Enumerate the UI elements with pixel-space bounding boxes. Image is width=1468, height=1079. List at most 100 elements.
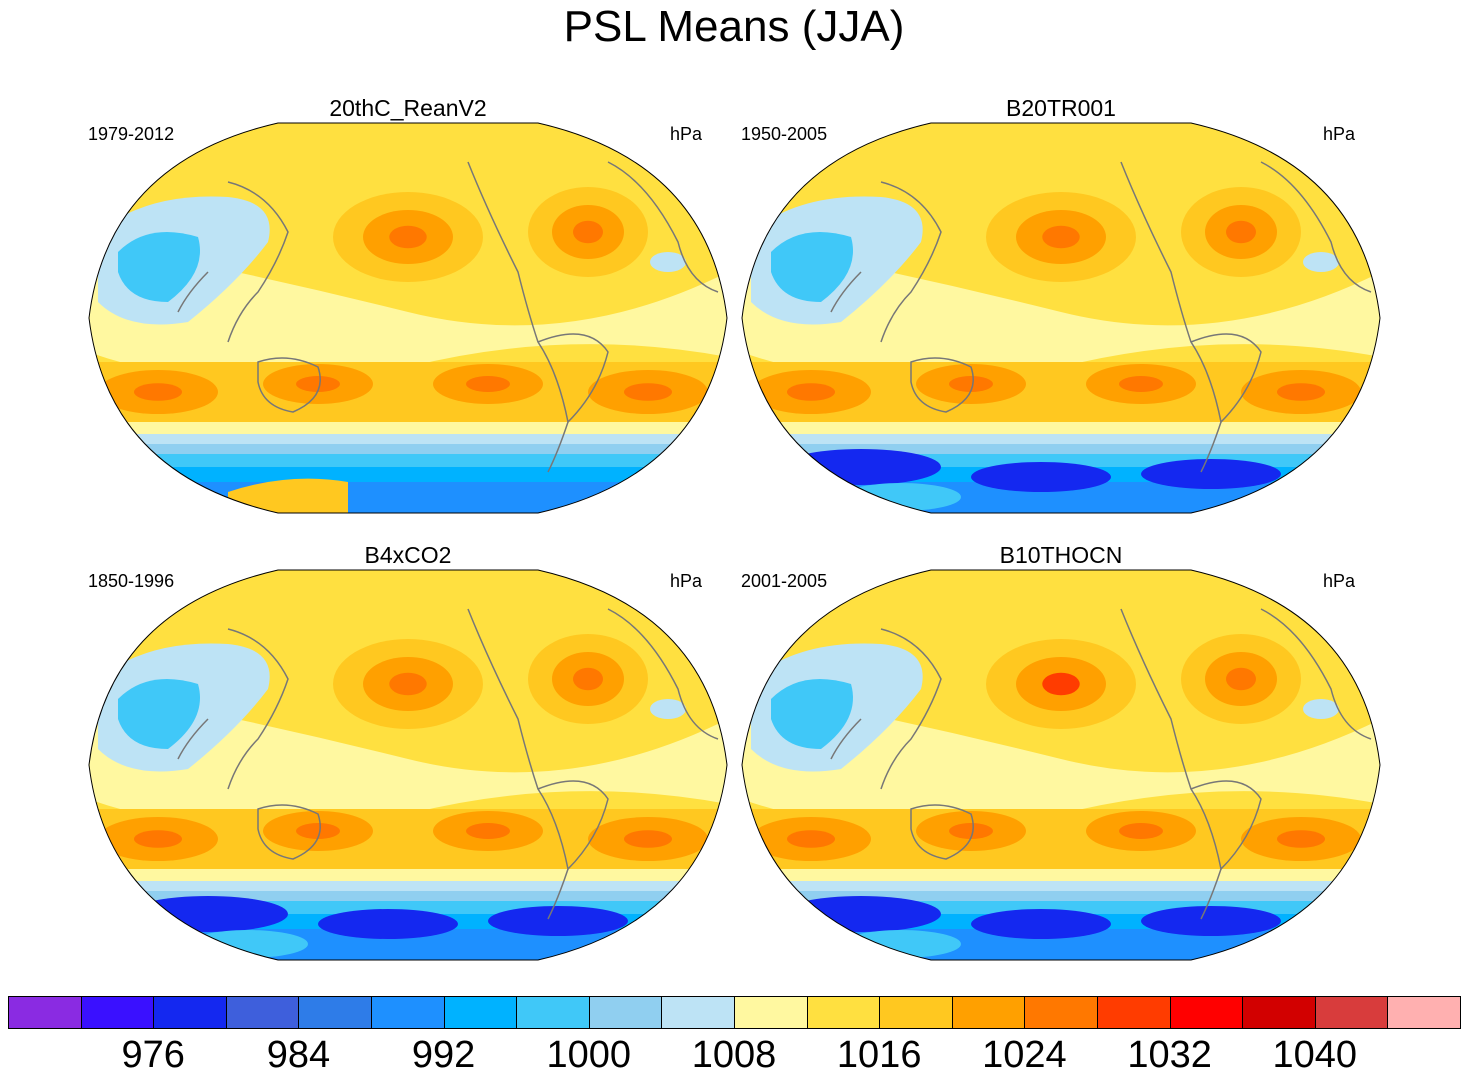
colorbar-cell — [516, 996, 590, 1029]
colorbar-tick-label: 1016 — [836, 1034, 922, 1076]
field-high-core — [1119, 823, 1163, 839]
colorbar-cell — [806, 996, 881, 1029]
colorbar-cell — [1024, 996, 1098, 1029]
field-antarctic — [841, 483, 961, 511]
field-band — [742, 242, 1380, 384]
colorbar-cell — [1314, 996, 1389, 1029]
field-high-core — [296, 823, 340, 839]
coastline — [227, 181, 289, 343]
field-band — [89, 242, 727, 384]
colorbar-tick-label: 1032 — [1127, 1034, 1212, 1076]
panel-period: 1850-1996 — [88, 571, 175, 591]
colorbar — [8, 996, 1461, 1031]
colorbar-cell — [879, 996, 953, 1029]
field-high-core — [1277, 830, 1325, 848]
field-high-core — [624, 383, 672, 401]
coastline — [1190, 780, 1262, 870]
colorbar-cell — [588, 996, 663, 1029]
panel-title: B20TR001 — [1006, 95, 1116, 121]
panel-units: hPa — [1322, 571, 1355, 591]
coastline — [607, 161, 719, 293]
map-outline — [741, 122, 1381, 514]
field-low-band — [89, 482, 727, 513]
field-asia-low-core — [771, 232, 853, 302]
figure-title: PSL Means (JJA) — [563, 2, 905, 51]
panel-period: 1950-2005 — [741, 124, 828, 144]
field-band — [742, 689, 1380, 831]
coastline — [177, 271, 209, 313]
panel-period: 1979-2012 — [88, 124, 175, 144]
field-antarctic — [841, 930, 961, 958]
map-outline — [741, 569, 1381, 961]
coastline — [257, 804, 321, 860]
map-panel-b4xco2: B4xCO2 1850-1996 hPa — [88, 542, 728, 962]
colorbar-cell — [153, 996, 227, 1029]
panel-title: 20thC_ReanV2 — [329, 95, 487, 121]
field-small-low — [650, 252, 686, 272]
field-small-low — [1303, 252, 1339, 272]
colorbar-cell — [1169, 996, 1244, 1029]
coastline — [177, 718, 209, 760]
field-high-core — [787, 830, 835, 848]
colorbar-tick-label: 1024 — [982, 1034, 1067, 1076]
map-outline — [88, 569, 728, 961]
coastline — [537, 780, 609, 870]
psl-map — [88, 122, 728, 514]
colorbar-tick-label: 984 — [266, 1034, 331, 1076]
field-high-core — [1042, 672, 1080, 696]
coastline — [1190, 333, 1262, 423]
map-panel-b20tr001: B20TR001 1950-2005 hPa — [741, 95, 1381, 515]
field-high-core — [1226, 667, 1256, 691]
psl-map — [88, 569, 728, 961]
colorbar-tick-label: 1008 — [691, 1034, 777, 1076]
map-outline — [88, 122, 728, 514]
colorbar-cell — [371, 996, 445, 1029]
coastline — [830, 271, 862, 313]
field-high-core — [1277, 383, 1325, 401]
colorbar-cell — [661, 996, 735, 1029]
field-high-core — [1226, 220, 1256, 244]
coastline — [910, 804, 974, 860]
field-high-core — [466, 823, 510, 839]
field-high-core — [134, 383, 182, 401]
coastline — [910, 357, 974, 413]
colorbar-cell — [951, 996, 1026, 1029]
field-high-core — [389, 672, 427, 696]
field-low-core — [971, 462, 1111, 492]
field-high-core — [389, 225, 427, 249]
colorbar-tick-label: 976 — [121, 1034, 185, 1076]
colorbar-tick-label: 1000 — [546, 1034, 632, 1076]
colorbar-cell — [1387, 996, 1461, 1029]
panel-units: hPa — [1322, 124, 1355, 144]
panel-period: 2001-2005 — [741, 571, 828, 591]
map-panel-20thc-reanv2: 20thC_ReanV2 1979-2012 hPa — [88, 95, 728, 515]
field-asia-low-core — [118, 679, 200, 749]
field-high-core — [1042, 225, 1080, 249]
coastline — [227, 628, 289, 790]
panel-title: B10THOCN — [999, 542, 1123, 568]
map-panel-b10thocn: B10THOCN 2001-2005 hPa — [741, 542, 1381, 962]
field-low-core — [318, 909, 458, 939]
field-antarctic — [228, 478, 348, 513]
coastline — [880, 181, 942, 343]
field-low-core — [128, 896, 288, 932]
colorbar-tick-label: 1040 — [1272, 1034, 1358, 1076]
field-low-core — [1141, 906, 1281, 936]
psl-map — [741, 122, 1381, 514]
field-high-core — [1119, 376, 1163, 392]
colorbar-cell — [8, 996, 82, 1029]
field-high-core — [134, 830, 182, 848]
field-low-core — [781, 449, 941, 485]
coastline — [1260, 608, 1372, 740]
colorbar-tick-label: 992 — [411, 1034, 476, 1076]
field-low-core — [1141, 459, 1281, 489]
colorbar-cell — [443, 996, 518, 1029]
field-high-core — [573, 667, 603, 691]
field-high-core — [296, 376, 340, 392]
field-low-core — [488, 906, 628, 936]
field-low-core — [971, 909, 1111, 939]
colorbar-cell — [1097, 996, 1171, 1029]
field-high-core — [949, 823, 993, 839]
field-asia-low-core — [118, 232, 200, 302]
colorbar-cell — [734, 996, 808, 1029]
